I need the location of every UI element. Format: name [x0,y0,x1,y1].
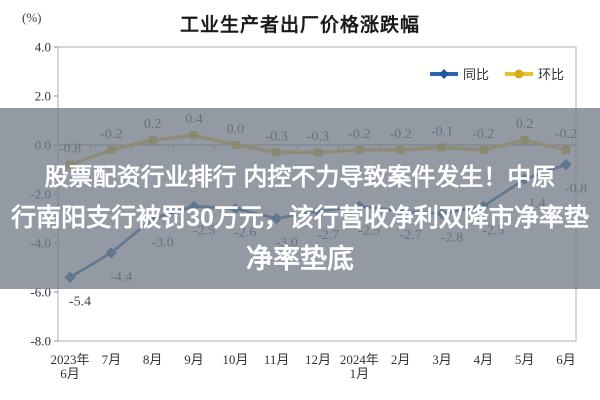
huanbi-line-swatch [505,69,534,78]
legend: 同比 环比 [430,64,564,83]
x-tick-label: 2月 [391,352,411,367]
legend-item-tongbi: 同比 [430,64,489,83]
legend-item-huanbi: 环比 [505,64,564,83]
x-tick-label: 9月 [184,352,204,367]
x-tick-label: 4月 [474,352,494,367]
y-axis-unit-label: (%) [22,10,42,25]
y-tick-label: 4.0 [35,40,51,55]
x-tick-label: 10月 [222,352,248,367]
news-headline-overlay: 股票配资行业排行 内控不力导致案件发生！中原 行南阳支行被罚30万元，该行营收净… [0,108,600,289]
x-tick-label: 7月 [102,352,122,367]
legend-label-huanbi: 环比 [538,67,565,82]
chart-title: 工业生产者出厂价格涨跌幅 [179,15,420,36]
x-tick-label: 8月 [143,352,163,367]
x-tick-label: 5月 [515,352,535,367]
y-tick-label: -8.0 [30,334,51,349]
headline-line-3: 净率垫底 [246,244,354,274]
headline-line-1: 股票配资行业排行 内控不力导致案件发生！中原 [44,164,556,191]
y-tick-label: 2.0 [35,89,51,104]
headline-line-2: 行南阳支行被罚30万元，该行营收净利双降市净率垫 [11,204,589,232]
x-tick-label: 2024年 1月 [340,352,379,381]
legend-label-tongbi: 同比 [463,67,490,82]
x-tick-label: 2023年 6月 [50,352,89,381]
x-tick-label: 6月 [556,352,576,367]
x-tick-label: 3月 [432,352,452,367]
tongbi-line-swatch [430,68,458,79]
x-tick-label: 12月 [305,352,331,367]
同比-value-label: -5.4 [69,294,91,309]
x-tick-label: 11月 [264,352,290,367]
circle-marker-icon [514,69,524,78]
